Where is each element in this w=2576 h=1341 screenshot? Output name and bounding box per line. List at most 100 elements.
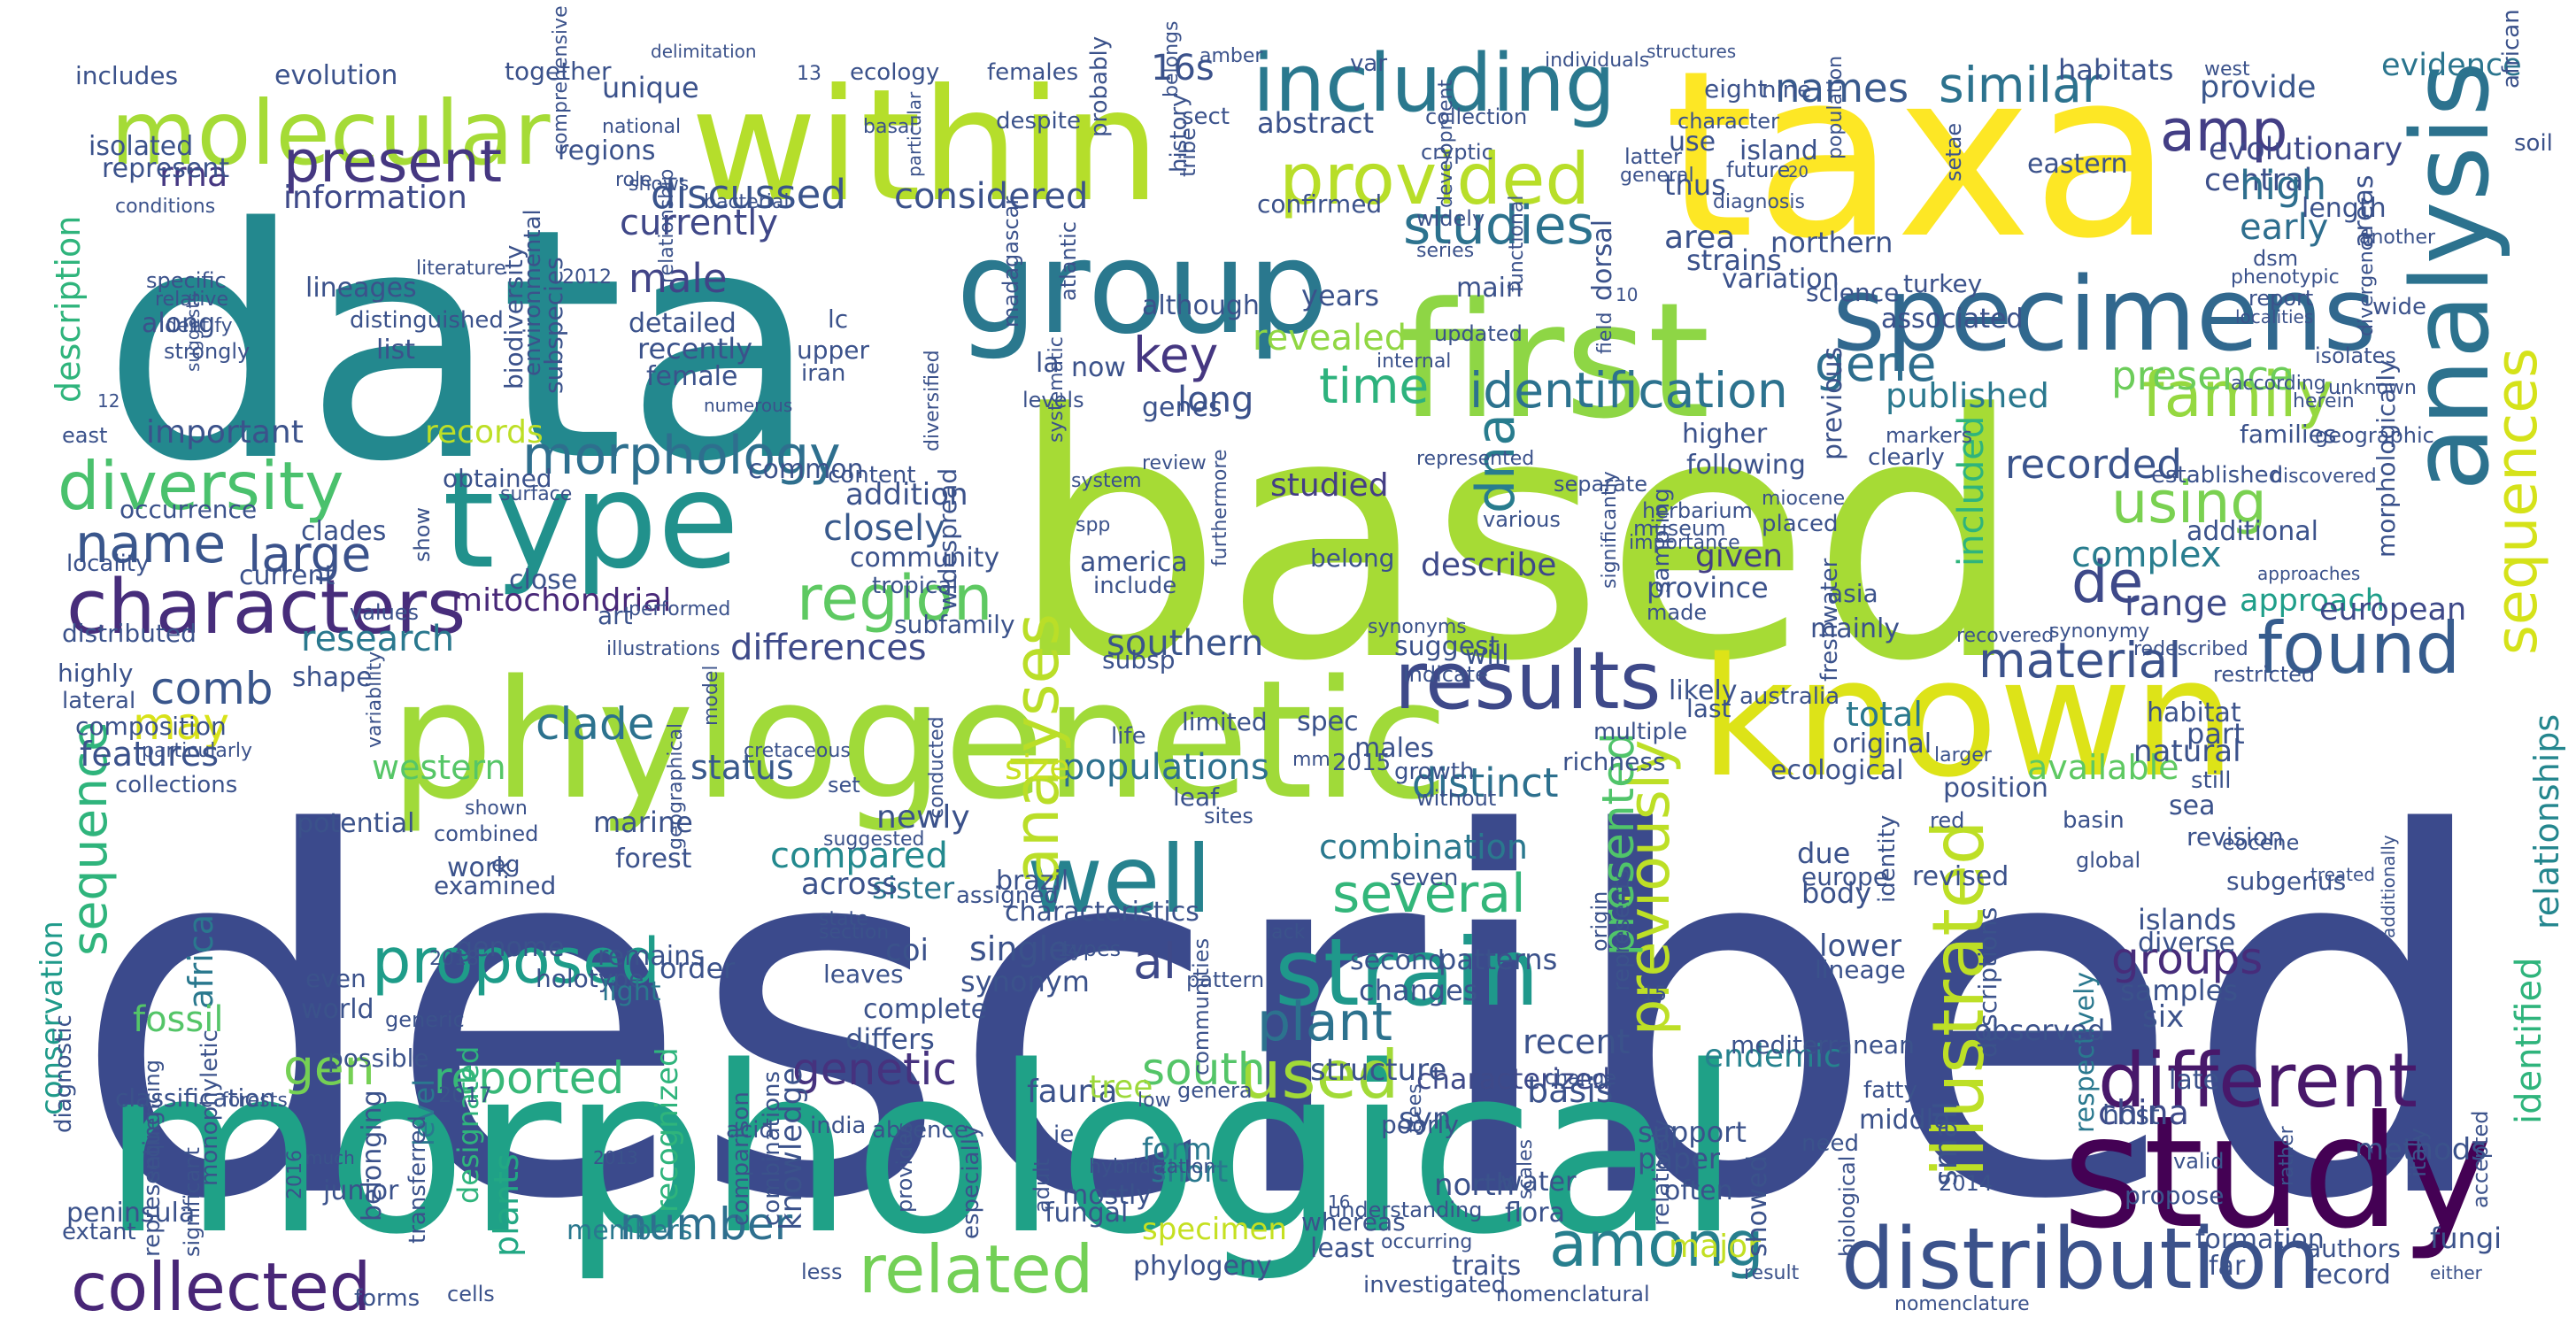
word-body: body	[1801, 876, 1871, 910]
word-probably: probably	[1086, 36, 1113, 137]
word-importance: importance	[1629, 532, 1740, 554]
word-10: 10	[1616, 284, 1638, 305]
word-identified: identified	[2509, 958, 2549, 1124]
word-approach: approach	[2240, 583, 2385, 619]
word-describe: describe	[1421, 547, 1556, 583]
word-geographical: geographical	[665, 723, 687, 850]
word-higher: higher	[1682, 419, 1768, 450]
word-habitats: habitats	[2058, 53, 2173, 87]
word-poorly: poorly	[1381, 1110, 1459, 1139]
word-italy: italy	[2405, 1128, 2432, 1177]
word-identify: identify	[159, 315, 233, 337]
word-african: african	[2498, 9, 2525, 89]
word-molecular: molecular	[111, 81, 551, 185]
word-strains: strains	[1686, 243, 1782, 277]
word-made: made	[1647, 600, 1707, 625]
word-atlantic: atlantic	[1056, 221, 1081, 301]
word-structures: structures	[1647, 41, 1736, 62]
word-spec: spec	[1297, 706, 1359, 737]
word-low: low	[1138, 1090, 1171, 1112]
word-recorded: recorded	[2005, 441, 2182, 488]
word-16s: 16s	[1151, 48, 1215, 89]
word-composition: composition	[75, 712, 227, 741]
word-detailed: detailed	[629, 308, 737, 339]
word-analyses: analyses	[1000, 613, 1073, 885]
word-systematic: systematic	[1045, 336, 1068, 443]
word-lc: lc	[828, 304, 848, 334]
word-discovered: discovered	[2271, 466, 2377, 488]
word-within: within	[690, 57, 1161, 236]
word-females: females	[987, 59, 1078, 86]
word-phylogenetic: phylogenetic	[389, 644, 1449, 836]
word-fungi: fungi	[2430, 1222, 2502, 1255]
word-internal: internal	[1377, 351, 1451, 373]
word-fauna: fauna	[1027, 1074, 1117, 1110]
word-functional: functional	[1506, 196, 1528, 292]
word-13: 13	[797, 63, 821, 85]
word-character: character	[1677, 109, 1779, 134]
word-results: results	[1394, 635, 1662, 728]
word-updated: updated	[1434, 321, 1523, 346]
word-analysis: analysis	[2390, 61, 2513, 491]
word-addition: addition	[845, 477, 968, 513]
word-nomenclature: nomenclature	[1894, 1293, 2030, 1315]
word-close: close	[509, 565, 577, 596]
word-members: members	[567, 1215, 692, 1246]
word-world: world	[301, 994, 374, 1025]
word-lateral: lateral	[62, 688, 135, 714]
word-according: according	[2231, 373, 2326, 395]
word-southern: southern	[1107, 623, 1263, 664]
word-features: features	[80, 735, 219, 774]
word-tribe: tribe	[1176, 127, 1200, 177]
word-role: role	[615, 169, 652, 191]
word-respectively: respectively	[2070, 972, 2101, 1133]
word-forms: forms	[354, 1285, 420, 1312]
word-represented: represented	[1416, 448, 1534, 470]
word-generic: generic	[385, 1007, 465, 1032]
word-previous: previous	[1817, 347, 1848, 460]
word-material: material	[1978, 632, 2182, 689]
word-following: following	[1686, 450, 1806, 481]
word-work: work	[447, 852, 512, 883]
word-markers: markers	[1886, 423, 1972, 448]
word-state: state	[819, 908, 868, 930]
word-development: development	[1435, 79, 1457, 208]
word-relative: relative	[155, 289, 228, 311]
word-diversified: diversified	[922, 350, 944, 451]
word-family: family	[2142, 358, 2333, 431]
word-indicate: indicate	[1403, 662, 1488, 687]
word-showed: showed	[1742, 1155, 1773, 1257]
word-bacterial: bacterial	[704, 191, 789, 213]
word-diagnosis: diagnosis	[1713, 191, 1805, 213]
word-genome: genome	[456, 932, 565, 963]
word-seven: seven	[1390, 865, 1458, 891]
word-sect: sect	[1182, 104, 1230, 130]
word-widespread: widespread	[933, 468, 962, 611]
word-evidence: evidence	[2381, 48, 2522, 83]
word-support: support	[1638, 1115, 1747, 1149]
word-absence: absence	[872, 1117, 968, 1144]
word-knowledge: knowledge	[774, 1067, 809, 1230]
word-combined: combined	[434, 821, 538, 846]
word-includes: includes	[75, 61, 178, 90]
word-brazil: brazil	[996, 866, 1068, 897]
word-mm: mm	[1292, 749, 1330, 771]
word-treated: treated	[2310, 864, 2375, 885]
word-holotype: holotype	[536, 964, 644, 993]
word-understanding: understanding	[1328, 1198, 1482, 1222]
word-unique: unique	[602, 71, 699, 104]
word-northern: northern	[1770, 226, 1893, 259]
word-significantly: significantly	[1599, 471, 1621, 589]
word-significant: significant	[180, 1147, 204, 1257]
word-2016: 2016	[284, 1150, 306, 1199]
word-including: including	[1253, 37, 1616, 130]
word-based: based	[1009, 343, 2025, 735]
word-recognized: recognized	[650, 1047, 685, 1213]
word-conditions: conditions	[115, 196, 215, 218]
word-setae: setae	[1941, 123, 1966, 181]
word-lineage: lineage	[1815, 955, 1906, 984]
word-female: female	[646, 361, 737, 392]
word-museum: museum	[1633, 516, 1725, 541]
word-available: available	[2027, 748, 2179, 787]
